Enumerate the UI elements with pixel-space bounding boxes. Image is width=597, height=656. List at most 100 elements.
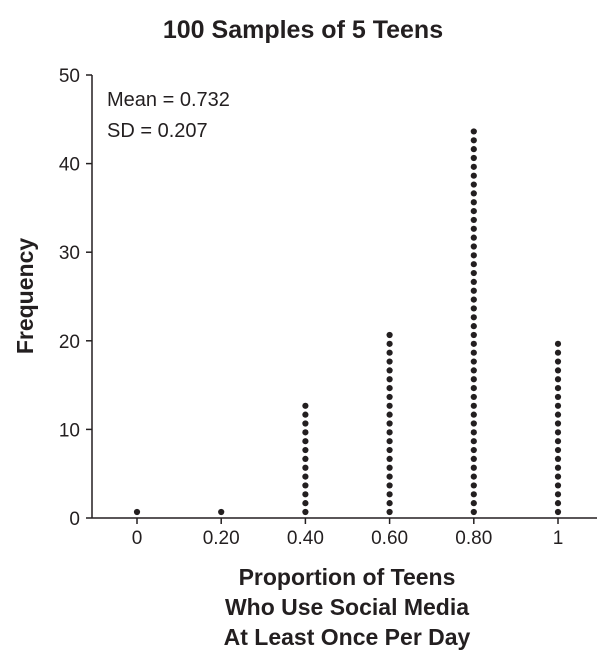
data-dot <box>554 340 562 347</box>
data-dot <box>554 500 562 507</box>
data-dot <box>554 367 562 374</box>
data-dot <box>386 491 393 498</box>
data-dot <box>470 323 477 330</box>
y-tick-label: 10 <box>59 420 80 441</box>
sd-label: SD = 0.207 <box>107 120 208 142</box>
data-dot <box>470 269 477 277</box>
mean-label: Mean = 0.732 <box>107 89 230 111</box>
data-dot <box>302 508 309 516</box>
data-dot <box>470 261 477 268</box>
data-dot <box>302 491 309 498</box>
data-dot <box>470 181 477 188</box>
x-tick-label: 0.60 <box>371 528 408 549</box>
data-dot <box>470 446 477 454</box>
data-dot <box>386 402 393 409</box>
data-dot <box>470 438 477 445</box>
data-dot <box>386 367 393 374</box>
data-dot <box>554 420 562 427</box>
y-axis-label: Frequency <box>12 238 38 355</box>
data-dot <box>470 482 477 489</box>
x-axis-label-line: Proportion of Teens <box>239 564 456 590</box>
y-tick-label: 40 <box>59 155 80 176</box>
data-dot <box>386 464 393 471</box>
data-dot <box>470 163 477 170</box>
data-dot <box>218 508 225 516</box>
data-dot <box>554 402 562 409</box>
data-dot <box>470 464 477 471</box>
data-dot <box>470 305 477 312</box>
x-axis-label-line: Who Use Social Media <box>225 594 469 620</box>
data-dot <box>302 402 309 409</box>
data-dot <box>470 314 477 321</box>
data-dot <box>386 376 393 383</box>
data-dot <box>302 411 309 418</box>
data-dot <box>470 358 477 365</box>
data-dot <box>554 482 562 489</box>
data-dot <box>470 278 477 285</box>
data-dot <box>554 376 562 383</box>
x-tick-label: 0.40 <box>287 528 324 549</box>
x-axis-label-line: At Least Once Per Day <box>224 624 471 650</box>
data-dot <box>470 128 477 135</box>
data-dot <box>554 429 562 436</box>
data-dot <box>470 393 477 401</box>
x-tick-label: 0.20 <box>203 528 240 549</box>
data-dot <box>470 331 477 339</box>
x-tick-label: 0 <box>132 528 143 549</box>
data-dot <box>470 500 477 507</box>
data-dot <box>470 243 477 250</box>
data-dot <box>554 438 562 445</box>
data-dot <box>470 455 477 462</box>
data-dot <box>470 367 477 374</box>
y-tick-label: 20 <box>59 332 80 353</box>
data-dot <box>470 402 477 409</box>
data-dot <box>554 358 562 365</box>
data-dot <box>386 420 393 427</box>
chart-title: 100 Samples of 5 Teens <box>163 16 443 44</box>
data-dot <box>386 482 393 489</box>
data-dot <box>133 508 141 516</box>
data-dot <box>470 287 477 294</box>
data-dot <box>470 225 477 232</box>
data-dot <box>386 446 393 454</box>
data-dot <box>386 331 393 339</box>
data-dot <box>470 252 477 259</box>
data-dot <box>302 429 309 436</box>
data-dot <box>302 446 309 454</box>
dot-columns <box>133 128 562 516</box>
x-axis-ticks: 0 0.20 0.40 0.60 0.80 1 <box>132 518 564 549</box>
y-tick-label: 30 <box>59 243 80 264</box>
data-dot <box>470 296 477 303</box>
data-dot <box>470 234 477 241</box>
data-dot <box>386 438 393 445</box>
x-tick-label: 0.80 <box>455 528 492 549</box>
data-dot <box>554 491 562 498</box>
data-dot <box>554 473 562 480</box>
data-dot <box>470 376 477 383</box>
data-dot <box>470 429 477 436</box>
data-dot <box>302 464 309 471</box>
data-dot <box>554 385 562 392</box>
data-dot <box>554 349 562 356</box>
data-dot <box>470 137 477 144</box>
data-dot <box>470 216 477 224</box>
data-dot <box>470 172 477 179</box>
data-dot <box>302 455 309 462</box>
data-dot <box>470 208 477 215</box>
data-dot <box>386 508 393 516</box>
x-axis-label: Proportion of Teens Who Use Social Media A… <box>224 564 471 650</box>
data-dot <box>386 358 393 365</box>
data-dot <box>470 199 477 206</box>
data-dot <box>470 340 477 347</box>
data-dot <box>386 385 393 392</box>
data-dot <box>386 455 393 462</box>
data-dot <box>470 146 477 153</box>
data-dot <box>470 420 477 427</box>
data-dot <box>554 464 562 471</box>
x-tick-label: 1 <box>553 528 564 549</box>
data-dot <box>554 446 562 454</box>
data-dot <box>470 508 477 516</box>
data-dot <box>470 491 477 498</box>
data-dot <box>470 473 477 480</box>
